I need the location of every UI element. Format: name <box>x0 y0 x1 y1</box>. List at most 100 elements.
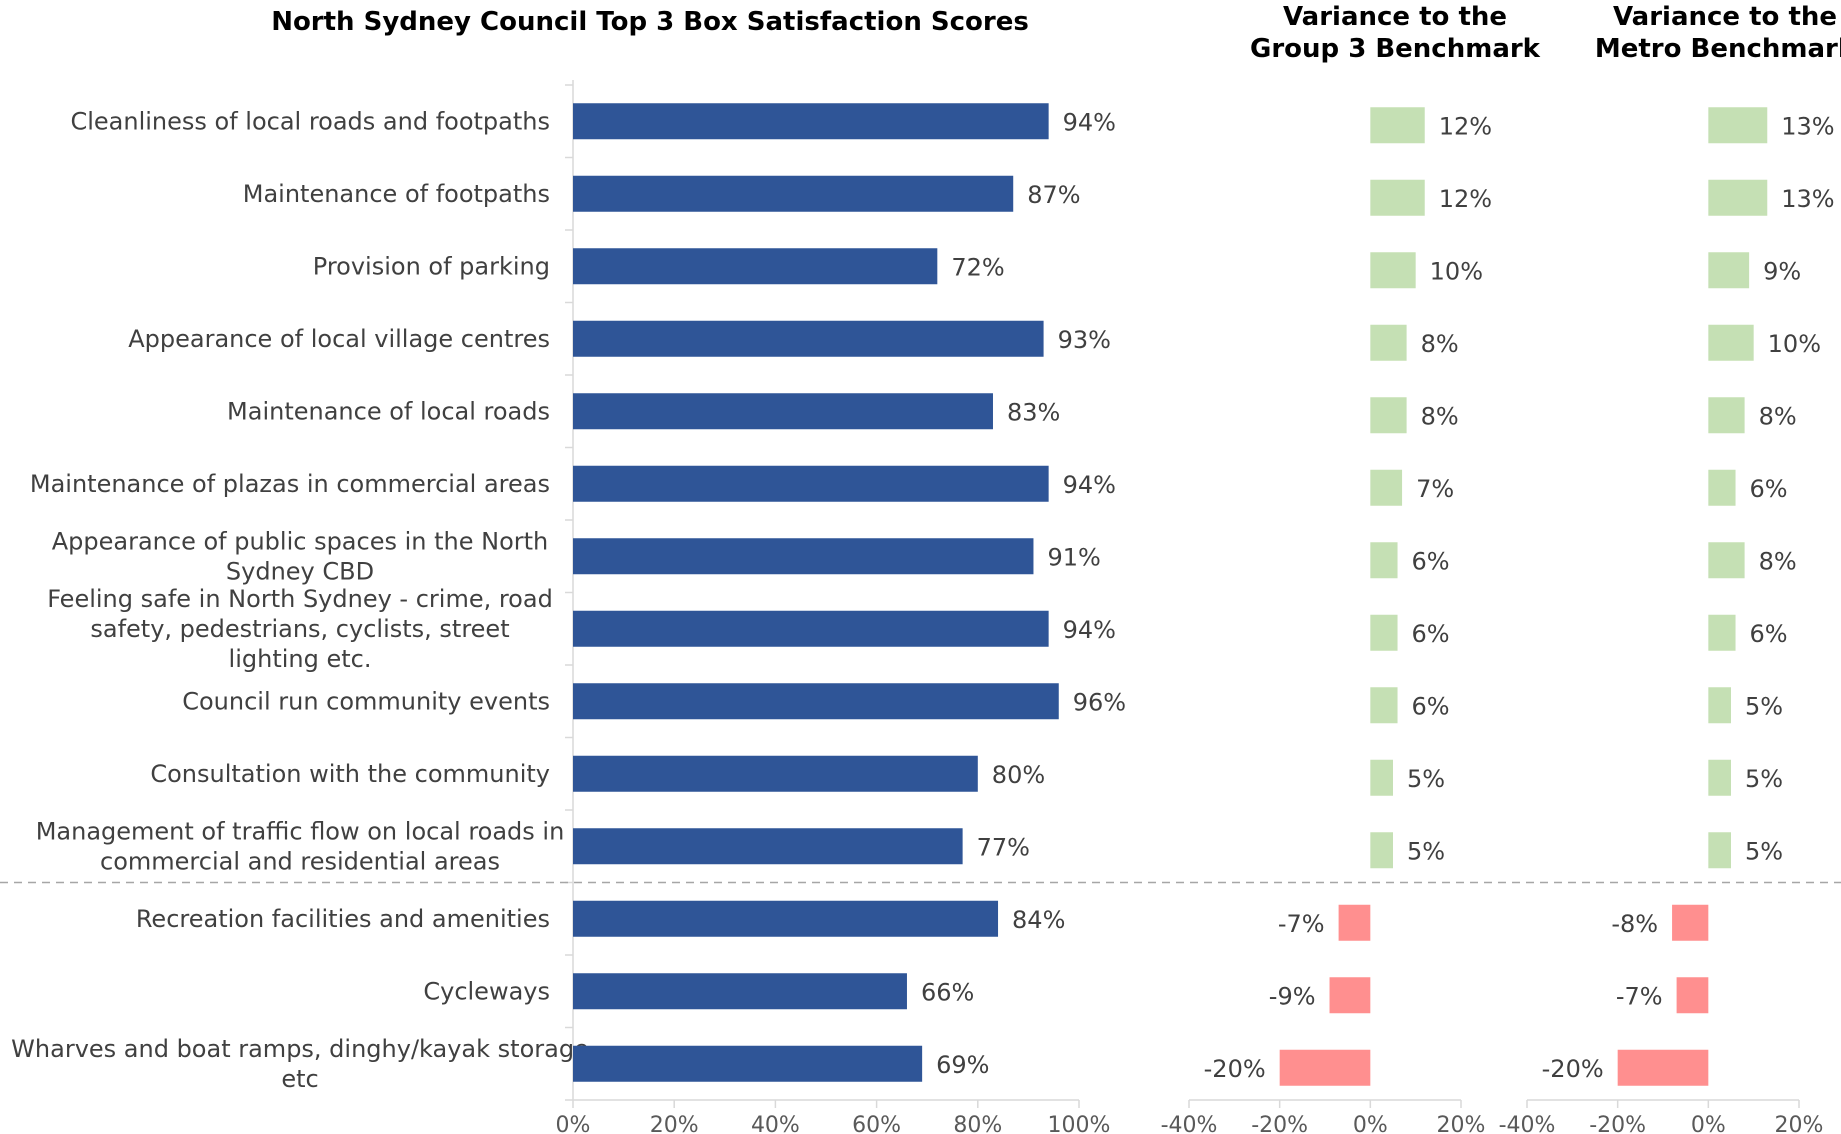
group3-bar-value: 12% <box>1439 185 1492 213</box>
main-bar <box>573 683 1059 719</box>
main-x-tick-label: 60% <box>852 1113 901 1134</box>
main-x-tick-label: 40% <box>751 1113 800 1134</box>
metro-bar <box>1708 760 1731 796</box>
group3-bar-value: 6% <box>1412 620 1450 648</box>
main-bar-value: 96% <box>1073 688 1126 716</box>
metro-x-tick-label: -20% <box>1589 1113 1646 1134</box>
metro-x-tick-label: 20% <box>1775 1113 1824 1134</box>
category-label: Management of traffic flow on local road… <box>36 817 565 875</box>
group3-bar <box>1370 760 1393 796</box>
metro-bar <box>1708 325 1753 361</box>
group3-x-tick-label: -20% <box>1251 1113 1308 1134</box>
metro-bar-value: 9% <box>1763 257 1801 285</box>
metro-bar-value: 5% <box>1745 765 1783 793</box>
metro-bar <box>1708 180 1767 216</box>
main-bar-value: 84% <box>1012 906 1065 934</box>
category-label: Maintenance of plazas in commercial area… <box>30 470 550 498</box>
category-label: Feeling safe in North Sydney - crime, ro… <box>47 585 553 673</box>
metro-bar <box>1708 615 1735 651</box>
svg-text:Variance to the: Variance to the <box>1283 2 1507 32</box>
category-label: Council run community events <box>182 687 550 715</box>
main-x-tick-label: 100% <box>1048 1113 1111 1134</box>
group3-bar <box>1370 107 1424 143</box>
main-bar <box>573 901 998 937</box>
metro-bar <box>1708 470 1735 506</box>
svg-text:Metro Benchmark: Metro Benchmark <box>1595 34 1841 64</box>
group3-bar <box>1370 615 1397 651</box>
main-bar-value: 72% <box>951 253 1004 281</box>
main-chart-title: North Sydney Council Top 3 Box Satisfact… <box>271 7 1029 37</box>
metro-title: Variance to the Metro Benchmark <box>1595 2 1841 64</box>
group3-bar <box>1370 325 1406 361</box>
metro-bar-value: 10% <box>1768 330 1821 358</box>
main-bar <box>573 828 963 864</box>
main-bar <box>573 176 1013 212</box>
metro-bar <box>1708 832 1731 868</box>
main-x-tick-label: 0% <box>556 1113 591 1134</box>
main-bar <box>573 393 993 429</box>
group3-bar <box>1370 542 1397 578</box>
category-label: Provision of parking <box>313 252 550 280</box>
group3-bar-value: -7% <box>1278 910 1325 938</box>
main-x-tick-label: 20% <box>650 1113 699 1134</box>
category-label: Appearance of local village centres <box>128 325 550 353</box>
category-label: Cycleways <box>423 977 550 1005</box>
metro-bar-value: -20% <box>1542 1055 1604 1083</box>
main-bar-value: 69% <box>936 1051 989 1079</box>
main-bar-value: 91% <box>1047 543 1100 571</box>
metro-bar-value: 5% <box>1745 692 1783 720</box>
metro-bar <box>1672 905 1708 941</box>
main-bar <box>573 248 937 284</box>
group3-bar-value: 12% <box>1439 112 1492 140</box>
group3-bar <box>1370 832 1393 868</box>
group3-bar-value: -20% <box>1204 1055 1266 1083</box>
metro-x-tick-label: -40% <box>1499 1113 1556 1134</box>
metro-bar-value: -7% <box>1616 982 1663 1010</box>
group3-bar <box>1370 252 1415 288</box>
main-bar-value: 93% <box>1058 326 1111 354</box>
svg-text:Variance to the: Variance to the <box>1613 2 1837 32</box>
category-label: Maintenance of local roads <box>227 397 550 425</box>
group3-bar <box>1370 397 1406 433</box>
main-bar <box>573 321 1044 357</box>
group3-bar <box>1370 687 1397 723</box>
group3-bar <box>1280 1050 1371 1086</box>
main-bar <box>573 756 978 792</box>
metro-bar-value: 6% <box>1750 475 1788 503</box>
main-bar-value: 83% <box>1007 398 1060 426</box>
main-bar-value: 80% <box>992 761 1045 789</box>
group3-x-tick-label: 20% <box>1437 1113 1486 1134</box>
group3-variance-chart: -40% -20% 0% 20% 12% 12% 10% 8% 8% 7% 6% 6% 6% 5% 5% -7… <box>1161 107 1492 1134</box>
main-bar <box>573 611 1049 647</box>
category-label: Appearance of public spaces in the North… <box>52 527 549 585</box>
metro-bar-value: 13% <box>1781 185 1834 213</box>
group3-bar-value: 7% <box>1416 475 1454 503</box>
metro-bar-value: 13% <box>1781 112 1834 140</box>
main-x-tick-label: 80% <box>953 1113 1002 1134</box>
metro-bar <box>1618 1050 1709 1086</box>
metro-bar <box>1708 687 1731 723</box>
group3-bar <box>1370 470 1402 506</box>
group3-title: Variance to the Group 3 Benchmark <box>1250 2 1541 64</box>
main-bar-value: 87% <box>1027 181 1080 209</box>
main-bar-value: 94% <box>1063 616 1116 644</box>
metro-bar-value: 8% <box>1759 402 1797 430</box>
group3-bar-value: 6% <box>1412 547 1450 575</box>
group3-bar <box>1339 905 1371 941</box>
group3-bar-value: -9% <box>1269 982 1316 1010</box>
category-label: Cleanliness of local roads and footpaths <box>70 107 550 135</box>
svg-text:Group 3 Benchmark: Group 3 Benchmark <box>1250 34 1541 64</box>
group3-x-tick-label: 0% <box>1353 1113 1388 1134</box>
group3-x-tick-label: -40% <box>1161 1113 1218 1134</box>
group3-bar-value: 8% <box>1421 402 1459 430</box>
group3-bar-value: 10% <box>1430 257 1483 285</box>
metro-bar-value: 5% <box>1745 837 1783 865</box>
category-label: Consultation with the community <box>150 760 550 788</box>
group3-bar-value: 8% <box>1421 330 1459 358</box>
metro-bar <box>1677 977 1709 1013</box>
main-bar-value: 66% <box>921 978 974 1006</box>
main-bar <box>573 103 1049 139</box>
main-bar <box>573 538 1033 574</box>
metro-variance-chart: -40% -20% 0% 20% 13% 13% 9% 10% 8% 6% 8% 6% 5% 5% 5% -8… <box>1499 107 1835 1134</box>
